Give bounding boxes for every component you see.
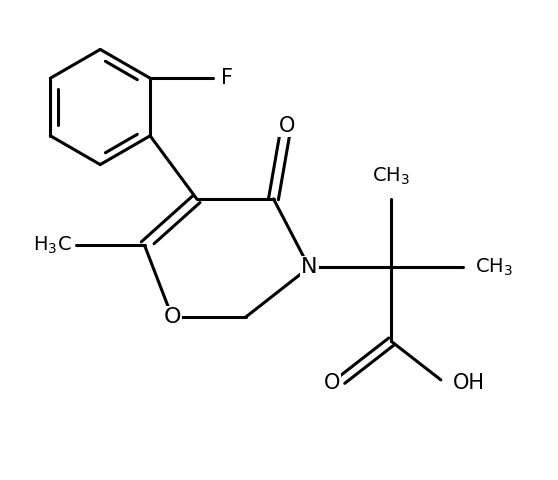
Text: CH$_3$: CH$_3$ (475, 257, 513, 278)
Text: O: O (279, 116, 295, 136)
Text: CH$_3$: CH$_3$ (372, 166, 411, 187)
Text: O: O (324, 372, 340, 393)
Text: OH: OH (453, 372, 485, 393)
Text: O: O (163, 307, 181, 327)
Text: N: N (301, 257, 318, 277)
Text: H$_3$C: H$_3$C (33, 235, 71, 256)
Text: F: F (222, 68, 233, 88)
